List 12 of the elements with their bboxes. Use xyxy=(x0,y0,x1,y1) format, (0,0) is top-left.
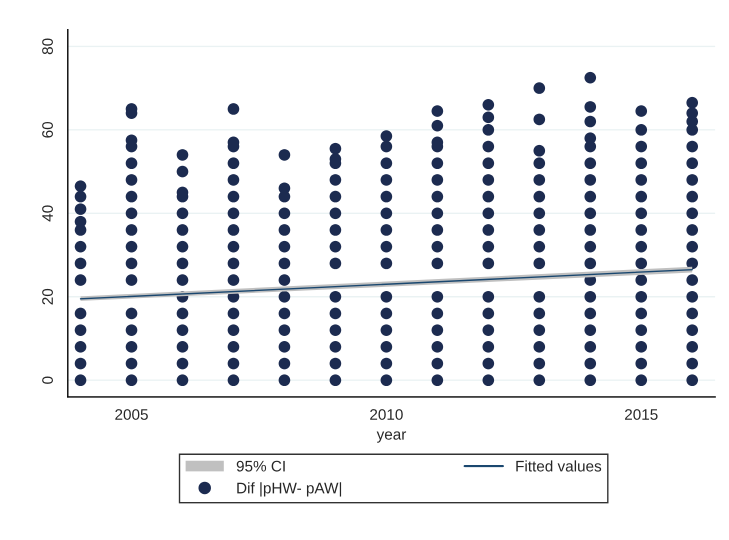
x-axis-title: year xyxy=(376,431,406,443)
text: 95% CI xyxy=(236,460,285,472)
x-tick-label: 2005 xyxy=(115,409,148,420)
x-tick-label: 2015 xyxy=(625,409,658,420)
y-tick-label: 60 xyxy=(42,122,53,138)
x-tick-label: 2010 xyxy=(370,409,403,420)
y-tick-label: 40 xyxy=(42,205,53,222)
legend-label: Fitted values xyxy=(516,460,602,472)
y-tick-label: 0 xyxy=(42,376,53,384)
y-tick-label: 80 xyxy=(42,38,53,54)
y-tick-label: 20 xyxy=(42,288,53,304)
legend-label: Dif |pHW- pAW| xyxy=(237,482,342,497)
